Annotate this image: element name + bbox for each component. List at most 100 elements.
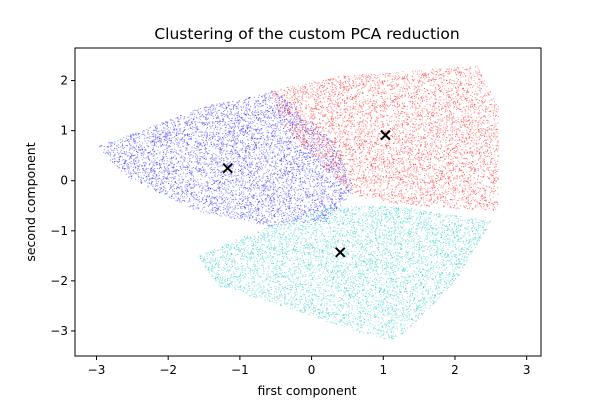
data-point bbox=[290, 198, 292, 200]
data-point bbox=[228, 186, 230, 188]
data-point bbox=[219, 147, 221, 149]
data-point bbox=[238, 160, 240, 162]
data-point bbox=[309, 170, 310, 172]
data-point bbox=[267, 135, 269, 137]
data-point bbox=[207, 107, 209, 108]
data-point bbox=[183, 130, 185, 132]
data-point bbox=[264, 172, 266, 174]
data-point bbox=[321, 211, 323, 213]
data-point bbox=[162, 124, 163, 126]
data-point bbox=[220, 141, 222, 143]
data-point bbox=[323, 160, 325, 162]
data-point bbox=[196, 156, 198, 158]
data-point bbox=[276, 126, 278, 128]
data-point bbox=[272, 199, 274, 201]
data-point bbox=[239, 170, 241, 171]
data-point bbox=[188, 152, 190, 154]
data-point bbox=[258, 147, 260, 149]
data-point bbox=[257, 203, 259, 205]
data-point bbox=[118, 161, 120, 162]
data-point bbox=[240, 170, 241, 171]
data-point bbox=[301, 169, 303, 171]
data-point bbox=[249, 166, 251, 168]
data-point bbox=[122, 168, 124, 170]
data-point bbox=[235, 142, 237, 144]
data-point bbox=[297, 118, 299, 120]
data-point bbox=[253, 188, 255, 190]
data-point bbox=[119, 142, 121, 143]
data-point bbox=[220, 160, 222, 162]
data-point bbox=[147, 167, 149, 169]
data-point bbox=[223, 102, 225, 104]
data-point bbox=[257, 101, 259, 102]
data-point bbox=[267, 153, 269, 155]
data-point bbox=[206, 153, 208, 155]
data-point bbox=[162, 179, 164, 180]
data-point bbox=[277, 105, 278, 107]
data-point bbox=[297, 207, 299, 209]
data-point bbox=[204, 170, 206, 172]
data-point bbox=[283, 221, 285, 223]
data-point bbox=[248, 101, 249, 103]
data-point bbox=[212, 115, 214, 117]
data-point bbox=[253, 157, 255, 159]
data-point bbox=[118, 147, 120, 148]
data-point bbox=[244, 219, 245, 221]
data-point bbox=[175, 117, 177, 119]
data-point bbox=[151, 132, 153, 133]
data-point bbox=[174, 140, 176, 142]
data-point bbox=[203, 142, 205, 143]
data-point bbox=[135, 134, 137, 136]
data-point bbox=[294, 197, 296, 198]
data-point bbox=[301, 152, 303, 153]
data-point bbox=[255, 177, 257, 179]
data-point bbox=[178, 169, 180, 171]
data-point bbox=[258, 209, 260, 211]
data-point bbox=[288, 195, 290, 197]
data-point bbox=[315, 184, 316, 186]
data-point bbox=[238, 154, 240, 155]
data-point bbox=[246, 98, 248, 100]
data-point bbox=[136, 134, 137, 136]
data-point bbox=[335, 152, 337, 154]
data-point bbox=[225, 189, 227, 191]
data-point bbox=[302, 190, 304, 192]
data-point bbox=[315, 166, 317, 168]
data-point bbox=[198, 191, 200, 193]
data-point bbox=[197, 135, 199, 137]
data-point bbox=[172, 128, 174, 130]
data-point bbox=[242, 200, 244, 202]
data-point bbox=[311, 132, 313, 133]
data-point bbox=[233, 158, 235, 160]
data-point bbox=[308, 192, 310, 194]
data-point bbox=[265, 190, 266, 192]
data-point bbox=[216, 199, 218, 200]
data-point bbox=[152, 169, 154, 171]
data-point bbox=[207, 124, 209, 126]
data-point bbox=[279, 139, 281, 141]
data-point bbox=[318, 161, 319, 163]
data-point bbox=[258, 187, 259, 189]
data-point bbox=[219, 158, 221, 160]
data-point bbox=[285, 134, 286, 136]
data-point bbox=[181, 176, 183, 178]
data-point bbox=[241, 148, 243, 150]
data-point bbox=[207, 164, 209, 166]
data-point bbox=[298, 154, 300, 156]
data-point bbox=[249, 209, 251, 211]
data-point bbox=[306, 188, 308, 190]
data-point bbox=[129, 148, 131, 150]
data-point bbox=[310, 130, 312, 132]
data-point bbox=[293, 146, 295, 148]
data-point bbox=[271, 172, 272, 174]
data-point bbox=[238, 184, 239, 186]
data-point bbox=[218, 117, 220, 119]
data-point bbox=[225, 143, 227, 145]
data-point bbox=[280, 107, 282, 108]
data-point bbox=[138, 147, 140, 149]
data-point bbox=[211, 163, 212, 165]
data-point bbox=[226, 212, 228, 214]
data-point bbox=[242, 145, 244, 147]
data-point bbox=[322, 204, 324, 206]
data-point bbox=[211, 156, 213, 158]
